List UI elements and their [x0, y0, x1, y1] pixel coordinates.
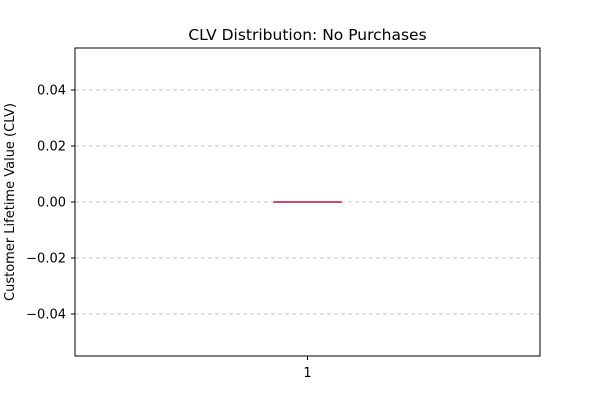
y-tick-label: −0.04	[26, 308, 66, 323]
chart-title: CLV Distribution: No Purchases	[188, 26, 426, 44]
x-tick-label: 1	[303, 366, 311, 381]
tick-layer: −0.04 −0.02 0.00 0.02 0.04 1	[26, 84, 311, 382]
y-tick-label: −0.02	[26, 252, 66, 267]
y-tick-label: 0.02	[37, 140, 66, 155]
y-axis-label: Customer Lifetime Value (CLV)	[3, 103, 18, 301]
y-tick-label: 0.04	[37, 84, 66, 99]
plot-area-frame	[74, 47, 541, 357]
y-tick-label: 0.00	[37, 196, 66, 211]
